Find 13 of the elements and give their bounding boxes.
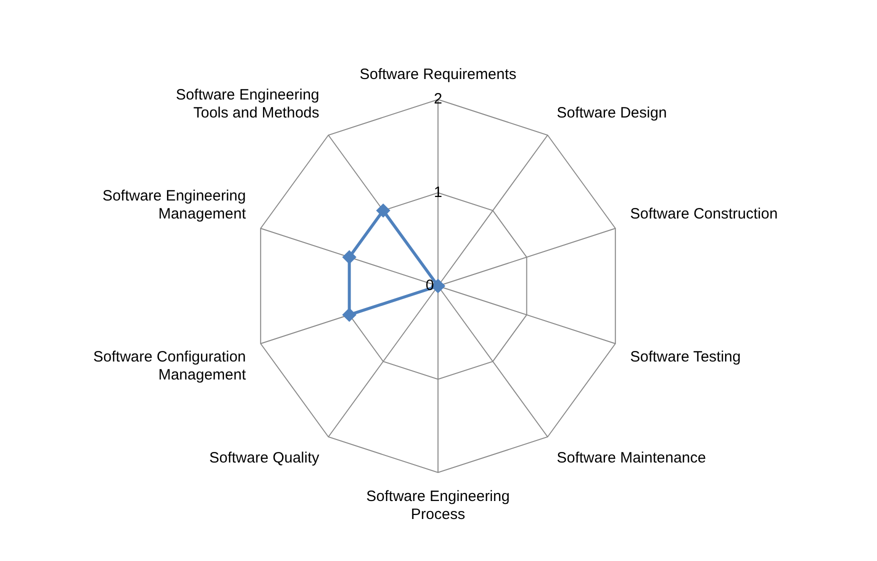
spoke-label: Software Engineering Tools and Methods bbox=[176, 86, 320, 122]
spoke-label: Software Configuration Management bbox=[93, 348, 247, 384]
y-tick-label: 1 bbox=[434, 184, 442, 201]
y-tick-label: 0 bbox=[426, 277, 434, 294]
spoke-label: Software Construction bbox=[630, 206, 778, 223]
spoke-label: Software Design bbox=[556, 104, 667, 122]
spoke-label: Software Quality bbox=[209, 450, 320, 467]
spoke-label: Software Maintenance bbox=[556, 450, 706, 467]
spoke-label: Software Engineering Process bbox=[366, 488, 510, 524]
spoke-label: Software Testing bbox=[630, 348, 741, 366]
spoke-label: Software Requirements bbox=[360, 66, 516, 84]
spoke-label: Software Engineering Management bbox=[102, 188, 247, 223]
y-tick-label: 2 bbox=[434, 90, 442, 108]
